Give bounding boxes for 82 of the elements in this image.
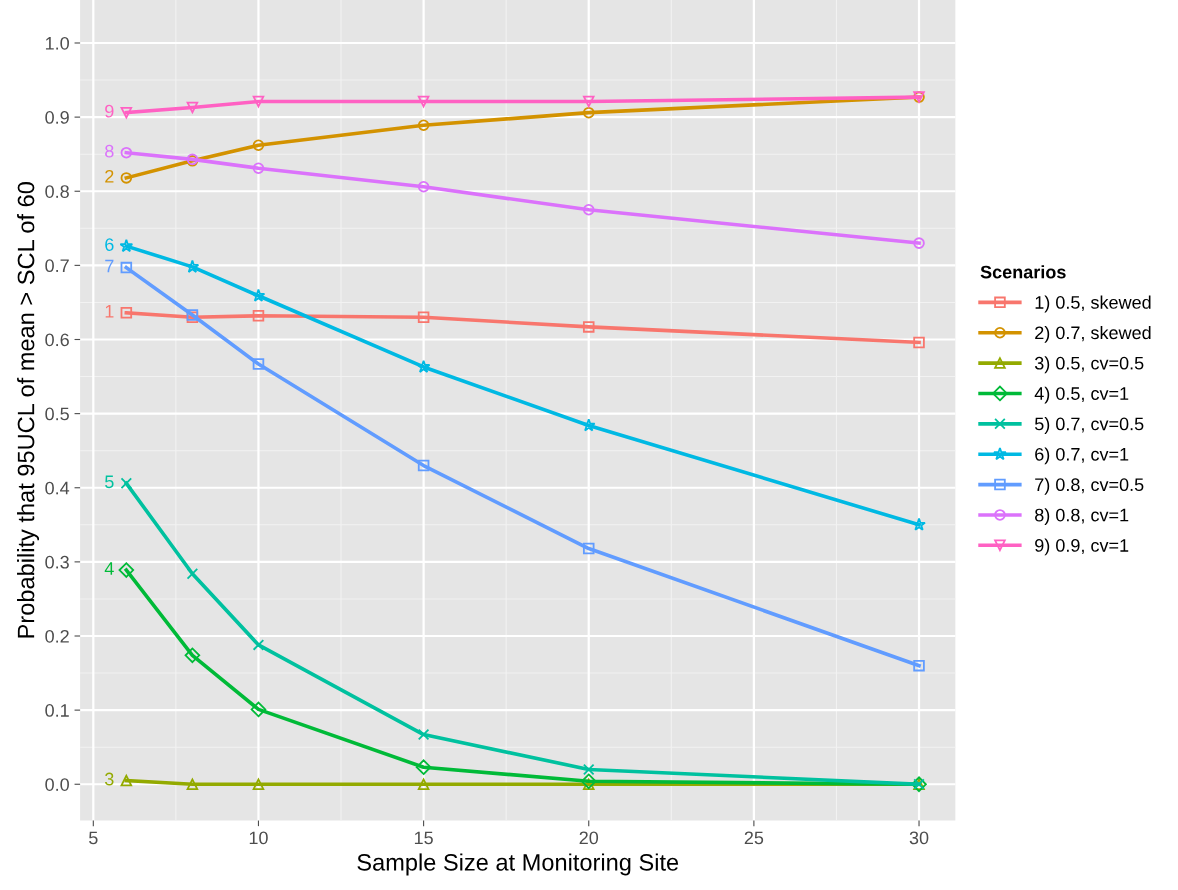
- legend-label: 5) 0.7, cv=0.5: [1034, 417, 1144, 434]
- annotation: 4: [104, 562, 114, 575]
- point: [185, 259, 200, 273]
- annotation: 8: [105, 144, 114, 158]
- point: [417, 311, 430, 324]
- point: [252, 139, 265, 152]
- legend-label: 4) 0.5, cv=1: [1034, 386, 1129, 404]
- x-tick-label: 25: [744, 831, 764, 845]
- legend-label: 1) 0.5, skewed: [1035, 295, 1151, 313]
- point: [416, 359, 431, 373]
- point: [580, 773, 597, 790]
- y-tick-label: 0.5: [45, 407, 69, 421]
- point: [250, 701, 267, 718]
- annotation: 7: [105, 259, 114, 273]
- x-tick-label: 30: [909, 831, 929, 845]
- y-tick-label: 0.0: [45, 778, 69, 791]
- point: [252, 162, 265, 175]
- annotation: 6: [105, 238, 114, 251]
- point: [913, 659, 925, 672]
- x-axis-title: Sample Size at Monitoring Site: [357, 853, 679, 876]
- point: [186, 567, 199, 580]
- y-tick-label: 0.9: [45, 111, 69, 124]
- y-axis-title: Probability that 95UCL of mean > SCL of 60: [17, 182, 40, 638]
- point: [120, 146, 133, 159]
- point: [912, 517, 926, 531]
- legend-title: Scenarios: [980, 265, 1066, 279]
- point: [120, 477, 133, 490]
- annotation: 5: [105, 475, 114, 489]
- y-tick-label: 0.6: [45, 333, 69, 347]
- point: [252, 310, 265, 322]
- point: [120, 106, 133, 119]
- point: [913, 336, 925, 349]
- point: [582, 321, 595, 333]
- point: [417, 119, 430, 132]
- legend-label: 7) 0.8, cv=0.5: [1035, 477, 1144, 495]
- point: [184, 647, 201, 664]
- point: [120, 774, 133, 787]
- point: [581, 418, 596, 432]
- legend-label: 8) 0.8, cv=1: [1035, 508, 1129, 525]
- point: [582, 763, 595, 776]
- point: [251, 288, 266, 302]
- y-tick-label: 0.3: [45, 555, 69, 569]
- point: [417, 181, 430, 193]
- y-tick-label: 0.7: [45, 259, 69, 273]
- x-tick-label: 10: [249, 831, 268, 845]
- y-tick-label: 0.1: [45, 704, 69, 717]
- legend-label: 2) 0.7, skewed: [1035, 325, 1151, 343]
- annotation: 1: [105, 305, 114, 318]
- x-tick-label: 15: [414, 831, 433, 845]
- point: [417, 95, 430, 108]
- y-tick-label: 0.2: [45, 629, 69, 643]
- x-tick-label: 20: [579, 831, 599, 845]
- point: [417, 459, 430, 472]
- point: [252, 95, 265, 108]
- annotation: 9: [105, 104, 114, 118]
- point: [252, 358, 265, 370]
- y-tick-label: 0.4: [45, 481, 70, 495]
- point: [120, 172, 133, 184]
- point: [582, 106, 595, 119]
- point: [118, 562, 135, 578]
- point: [186, 101, 199, 114]
- point: [252, 639, 265, 651]
- annotation: 2: [105, 169, 114, 183]
- legend-label: 3) 0.5, cv=0.5: [1034, 356, 1144, 374]
- y-tick-label: 0.8: [45, 185, 69, 198]
- point: [415, 759, 432, 775]
- point: [913, 237, 925, 249]
- point: [252, 778, 265, 791]
- point: [582, 95, 595, 108]
- point: [417, 778, 430, 791]
- point: [186, 778, 199, 791]
- legend-label: 6) 0.7, cv=1: [1035, 447, 1129, 465]
- annotation: 3: [104, 772, 114, 786]
- legend-label: 9) 0.9, cv=1: [1035, 538, 1129, 556]
- point: [582, 204, 595, 216]
- point: [120, 261, 133, 274]
- x-tick-label: 5: [89, 831, 98, 845]
- point: [119, 238, 134, 253]
- y-tick-label: 1.0: [45, 36, 69, 50]
- point: [582, 542, 595, 555]
- point: [417, 728, 430, 741]
- point: [120, 307, 133, 319]
